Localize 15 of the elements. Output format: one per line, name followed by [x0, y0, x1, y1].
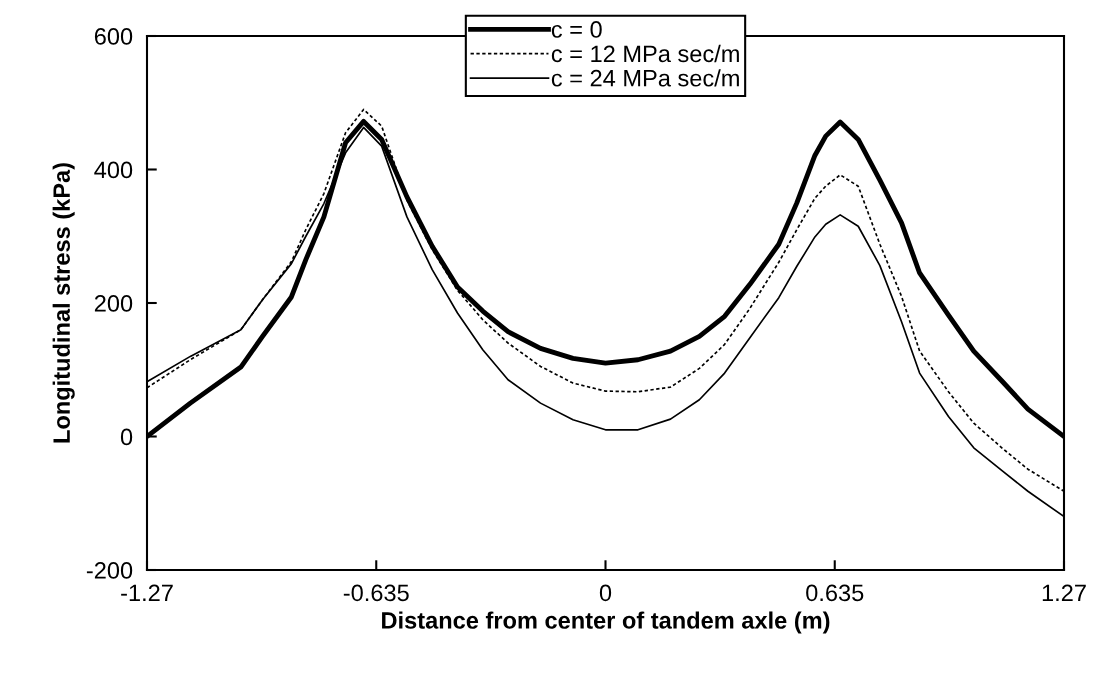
y-tick-label: 400: [94, 161, 133, 179]
x-axis-title: Distance from center of tandem axle (m): [382, 611, 830, 634]
x-tick-label: 0: [599, 584, 612, 602]
y-axis-title: Longitudinal stress (kPa): [52, 163, 75, 443]
x-tick-label: 0.635: [806, 584, 864, 602]
x-tick-label: -0.635: [343, 584, 409, 602]
y-tick-label: 200: [94, 295, 133, 312]
legend-label: c = 24 MPa sec/m: [551, 69, 739, 87]
y-tick-label: 600: [94, 28, 133, 45]
legend-label: c = 0: [551, 21, 602, 38]
x-tick-label: -1.27: [121, 584, 173, 601]
x-tick-label: 1.27: [1042, 584, 1086, 601]
y-tick-label: -200: [86, 562, 133, 579]
legend-label: c = 12 MPa sec/m: [551, 44, 739, 63]
y-tick-label: 0: [120, 428, 133, 446]
